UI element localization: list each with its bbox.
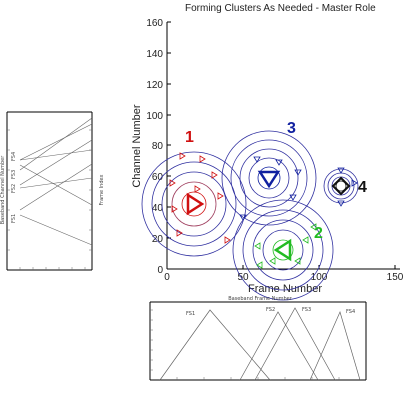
left-inset-fs3: FS3 (11, 170, 17, 179)
y-tick-160: 160 (146, 18, 163, 29)
left-inset-ticks (7, 129, 92, 270)
y-tick-40: 40 (152, 203, 164, 214)
bottom-inset-fs3: FS3 (302, 307, 311, 313)
y-tick-100: 100 (146, 111, 163, 122)
main-x-label: Frame Number (248, 283, 322, 295)
x-tick-100: 100 (311, 272, 328, 283)
y-tick-60: 60 (152, 172, 164, 183)
cluster-1-label: 1 (185, 129, 194, 146)
cluster-3-points (239, 156, 302, 221)
bottom-inset: Baseband Frame Number FS1 FS2 FS3 FS4 (149, 296, 367, 381)
left-inset: FS4 FS3 FS2 FS1 Baseband Channel Number … (0, 110, 120, 280)
cluster-2-points (254, 223, 317, 269)
bottom-inset-fs4: FS4 (346, 309, 355, 315)
y-tick-0: 0 (157, 265, 163, 276)
cluster-4-points (337, 167, 358, 207)
y-tick-20: 20 (152, 234, 164, 245)
main-y-ticks: 0 20 40 60 80 100 120 140 160 (146, 18, 171, 276)
left-inset-fs1: FS1 (11, 214, 17, 223)
left-inset-ylabel: Baseband Channel Number (0, 155, 6, 224)
cluster-3-center-marker (257, 170, 281, 189)
cluster-4-label: 4 (358, 179, 367, 196)
x-tick-0: 0 (164, 272, 170, 283)
cluster-3: 3 (221, 120, 317, 226)
cluster-2-center-marker (273, 238, 292, 262)
bottom-inset-ticks (150, 309, 340, 380)
cluster-1-center-marker (186, 192, 205, 216)
bottom-inset-title: Baseband Frame Number (228, 296, 293, 302)
cluster-2: 2 (232, 199, 334, 301)
main-y-label: Channel Number (131, 104, 143, 187)
x-tick-50: 50 (237, 272, 249, 283)
left-inset-fs2: FS2 (11, 184, 17, 193)
cluster-4: 4 (323, 167, 367, 207)
cluster-2-label: 2 (314, 225, 323, 242)
y-tick-140: 140 (146, 49, 163, 60)
y-tick-120: 120 (146, 80, 163, 91)
bottom-inset-fs2: FS2 (266, 307, 275, 313)
left-inset-fs4: FS4 (11, 152, 17, 161)
cluster-3-label: 3 (287, 120, 296, 137)
cluster-4-center-marker (331, 176, 351, 196)
y-tick-80: 80 (152, 141, 164, 152)
left-inset-y2label: Frame Index (99, 174, 105, 205)
x-tick-150: 150 (387, 272, 404, 283)
cluster-1: 1 (141, 129, 247, 257)
bottom-inset-fs1: FS1 (186, 311, 195, 317)
cluster-1-points (169, 152, 231, 244)
main-title: Forming Clusters As Needed - Master Role (185, 3, 376, 14)
